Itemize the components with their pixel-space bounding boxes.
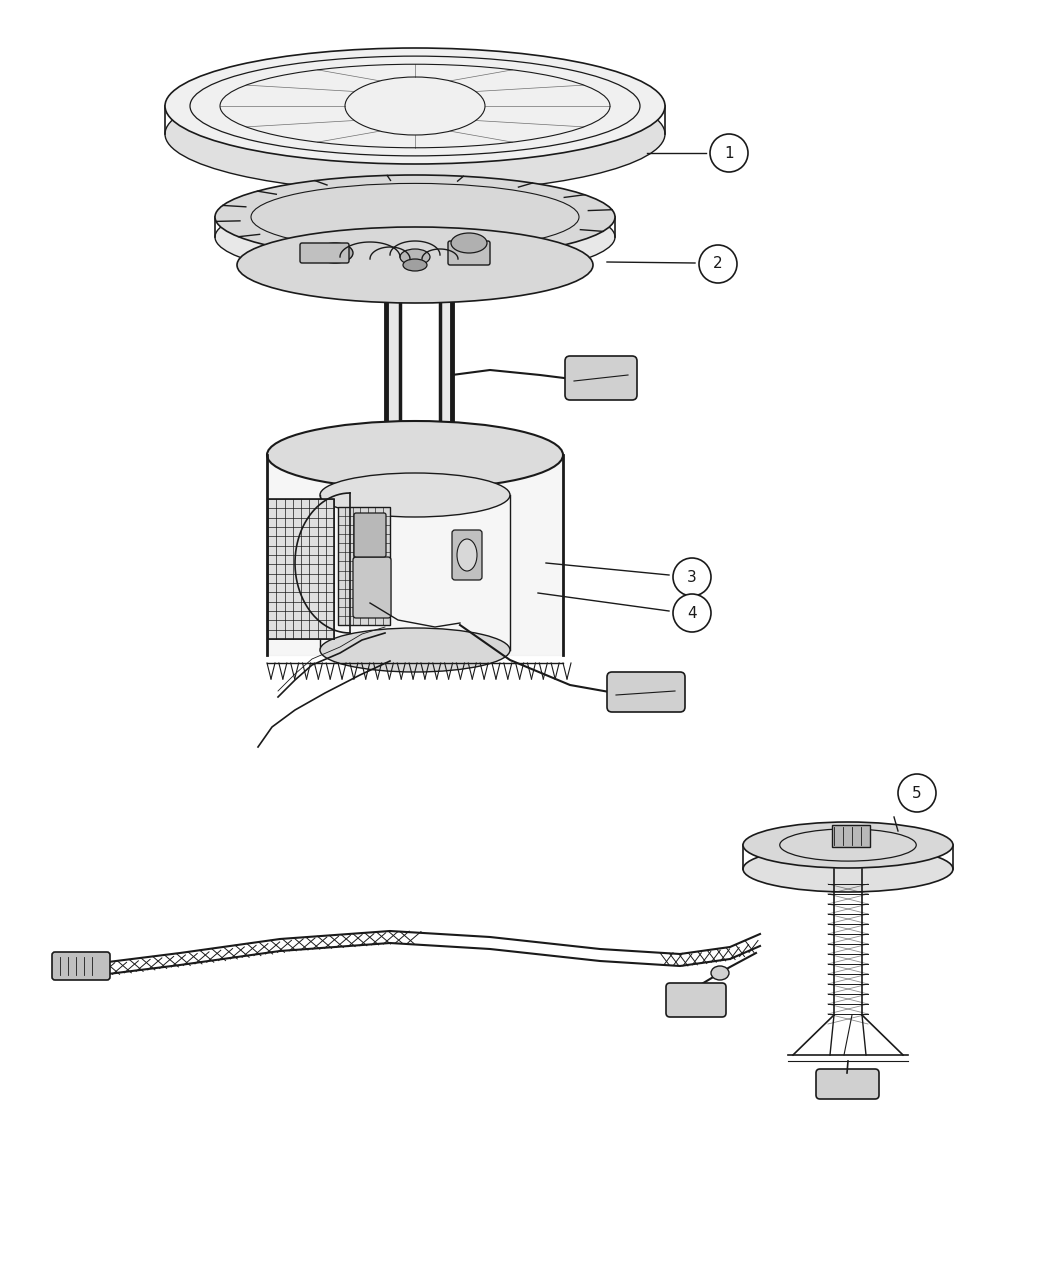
Ellipse shape [165, 48, 665, 164]
Ellipse shape [215, 175, 615, 259]
Ellipse shape [711, 966, 729, 980]
Text: 5: 5 [912, 785, 922, 801]
Ellipse shape [215, 195, 615, 279]
Circle shape [710, 134, 748, 172]
Ellipse shape [457, 539, 477, 571]
Ellipse shape [317, 244, 353, 263]
FancyBboxPatch shape [666, 983, 726, 1017]
FancyBboxPatch shape [452, 530, 482, 580]
Ellipse shape [743, 847, 953, 892]
Ellipse shape [165, 76, 665, 193]
Ellipse shape [320, 629, 510, 672]
FancyBboxPatch shape [353, 557, 391, 618]
FancyBboxPatch shape [338, 507, 390, 625]
Ellipse shape [237, 227, 593, 303]
FancyBboxPatch shape [448, 241, 490, 265]
Ellipse shape [452, 233, 487, 252]
FancyBboxPatch shape [300, 244, 349, 263]
Ellipse shape [403, 259, 427, 272]
FancyBboxPatch shape [565, 356, 637, 400]
FancyBboxPatch shape [832, 825, 870, 847]
Circle shape [898, 774, 936, 812]
Ellipse shape [400, 249, 430, 265]
Circle shape [673, 558, 711, 595]
FancyBboxPatch shape [268, 499, 334, 639]
Ellipse shape [743, 822, 953, 868]
Text: 1: 1 [724, 145, 734, 161]
FancyBboxPatch shape [52, 952, 110, 980]
Circle shape [699, 245, 737, 283]
FancyBboxPatch shape [354, 513, 386, 557]
Text: 2: 2 [713, 256, 722, 272]
Ellipse shape [320, 473, 510, 516]
Text: 3: 3 [687, 570, 697, 584]
Ellipse shape [267, 421, 563, 490]
Circle shape [673, 594, 711, 632]
Text: 4: 4 [687, 606, 697, 621]
FancyBboxPatch shape [816, 1068, 879, 1099]
FancyBboxPatch shape [607, 672, 685, 711]
